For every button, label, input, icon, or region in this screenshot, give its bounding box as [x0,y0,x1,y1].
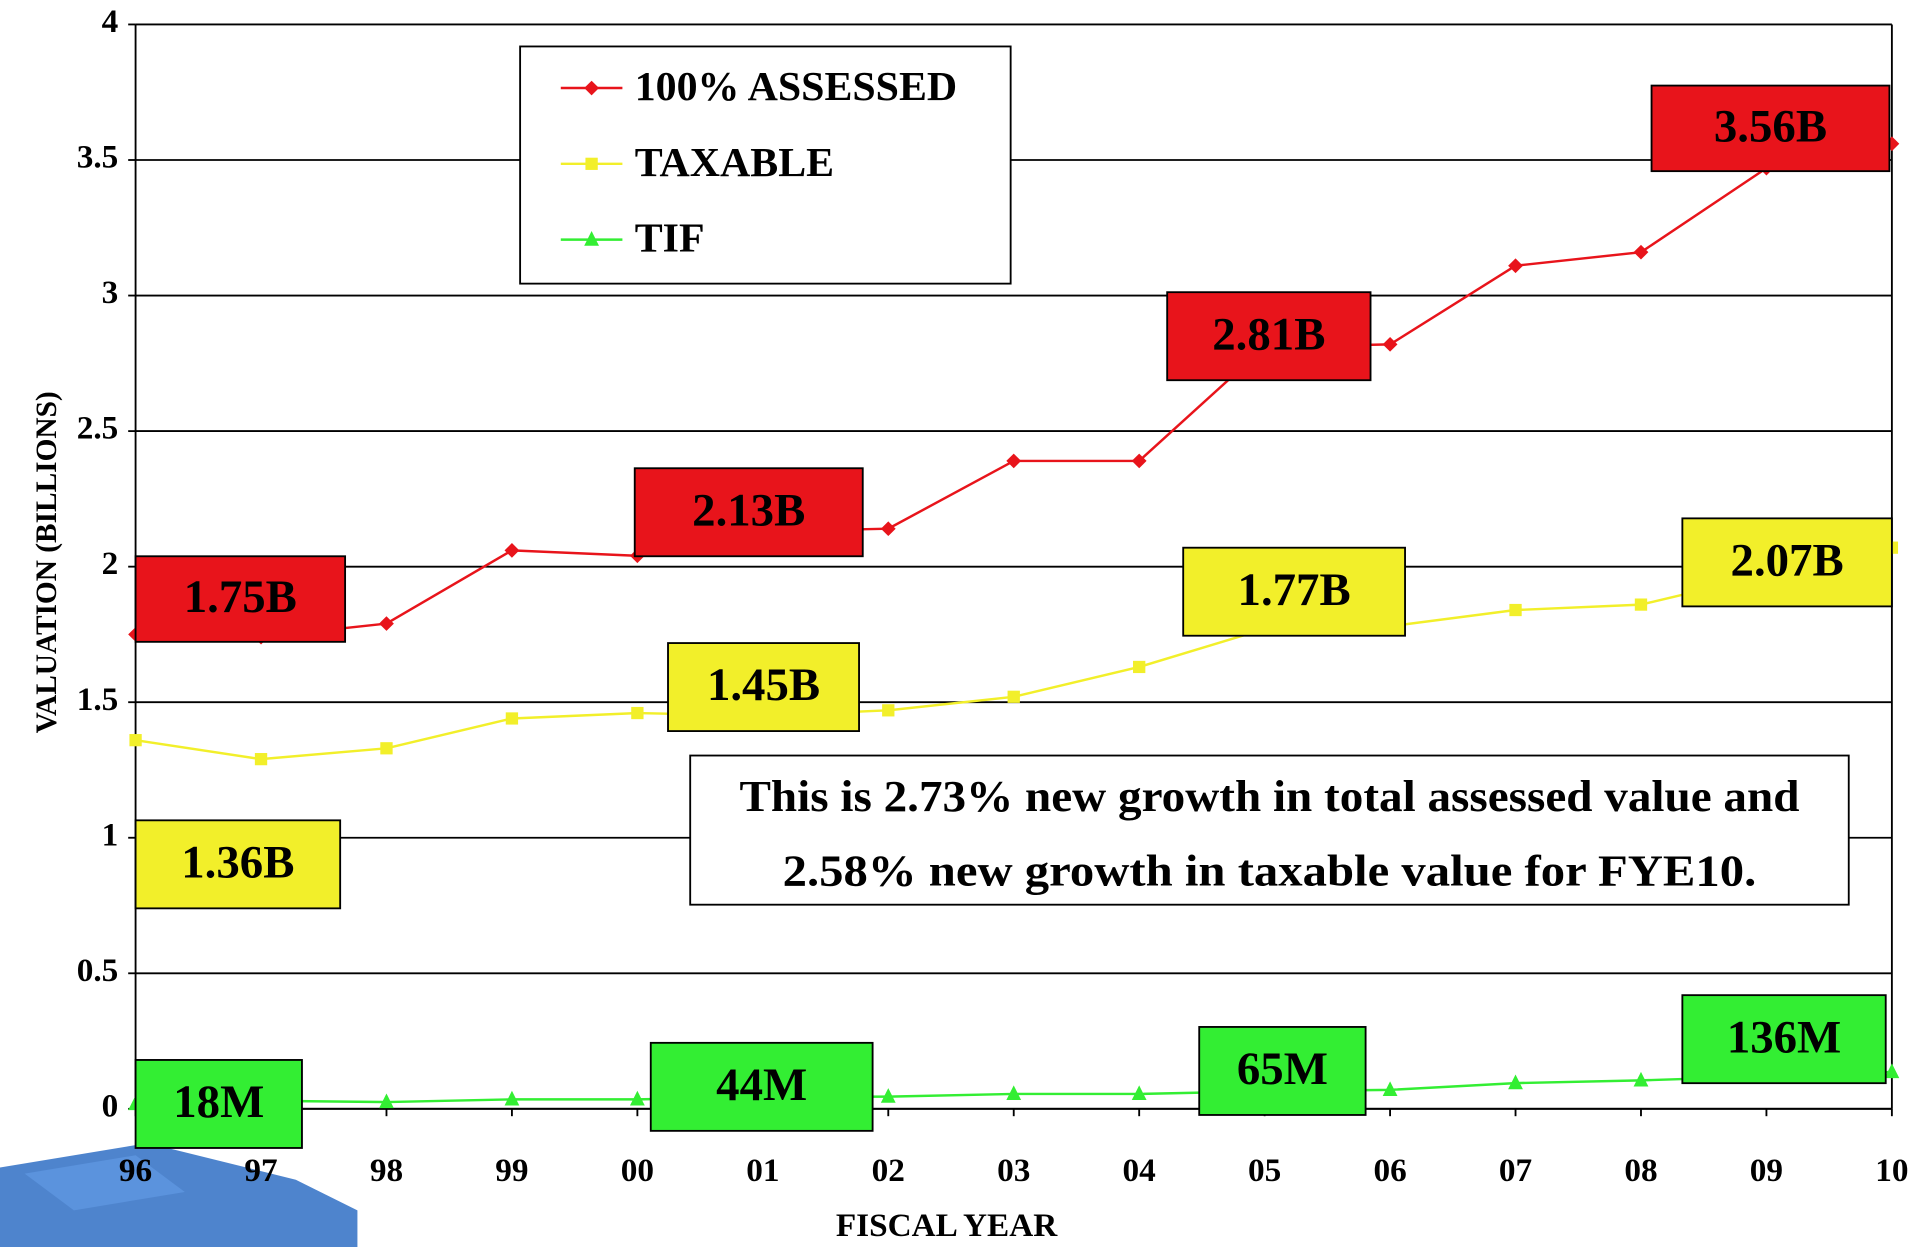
point [504,543,520,558]
point [254,753,268,766]
legend-marker [584,80,599,96]
x-tick-label: 00 [621,1152,654,1189]
data-label: 65M [1237,1043,1328,1095]
data-label-box [134,1059,303,1149]
x-tick-label: 98 [370,1152,403,1189]
x-tick-label: 97 [244,1152,277,1189]
legend-marker [585,157,598,170]
point [1508,258,1523,274]
point [505,712,519,725]
y-tick-label: 1.5 [77,681,119,718]
x-tick-label: 08 [1624,1152,1657,1189]
point [379,1093,394,1109]
data-label-box [1166,291,1372,382]
x-tick-label: 04 [1123,1152,1156,1189]
data-label-box [134,819,342,910]
data-label: 1.45B [707,659,820,711]
data-label-box [1198,1026,1367,1116]
data-label-box [134,555,347,643]
data-label: 44M [716,1059,807,1111]
legend-marker [584,231,599,246]
y-tick-label: 3 [102,274,119,311]
y-tick-label: 0 [102,1088,119,1125]
point [1508,1074,1523,1090]
annotation: This is 2.73% new growth in total assess… [739,772,1799,821]
point [1007,690,1020,703]
y-tick-label: 2 [102,545,119,582]
x-tick-label: 06 [1373,1152,1406,1189]
y-tick-label: 4 [102,3,119,40]
data-label: 1.77B [1238,564,1351,616]
point [1509,603,1522,617]
point [129,734,142,747]
data-label-box [633,467,864,558]
legend-label: 100% ASSESSED [635,64,957,110]
data-label: 1.36B [181,837,294,889]
data-label: 18M [173,1076,264,1128]
data-label-box [1681,994,1887,1085]
data-label-box [1650,84,1891,173]
data-label-box [649,1041,874,1132]
data-label: 2.81B [1212,308,1325,360]
x-tick-label: 05 [1248,1152,1281,1189]
point [1006,1085,1022,1101]
x-axis-label: FISCAL YEAR [836,1207,1059,1244]
data-label-box [667,642,860,733]
y-tick-label: 3.5 [77,139,119,176]
data-label: 1.75B [184,571,297,623]
x-tick-label: 10 [1875,1152,1908,1189]
series-line [135,142,1893,639]
point [1633,1071,1649,1087]
data-label: 2.07B [1731,535,1844,587]
x-tick-label: 03 [997,1152,1030,1189]
x-tick-label: 02 [872,1152,905,1189]
legend-label: TAXABLE [635,140,834,186]
annotation: 2.58% new growth in taxable value for FY… [783,847,1757,896]
point [631,706,644,720]
point [880,1088,896,1103]
data-label: 2.13B [692,485,805,537]
data-label-box [1182,546,1406,637]
point [1382,337,1398,352]
x-tick-label: 99 [495,1152,528,1189]
point [1131,1085,1147,1101]
point [882,704,895,717]
legend-label: TIF [635,216,705,262]
data-label: 3.56B [1714,101,1827,153]
point [504,1090,520,1106]
point [1633,244,1649,260]
y-axis-label: VALUATION (BILLIONS) [31,391,63,733]
annotation-box [689,754,1850,906]
x-tick-label: 09 [1750,1152,1783,1189]
point [1133,660,1146,674]
data-label: 136M [1727,1011,1841,1063]
point [1006,453,1022,469]
x-tick-label: 07 [1499,1152,1532,1189]
point [1382,1081,1398,1096]
point [380,742,393,755]
series-line [135,546,1893,761]
y-tick-label: 0.5 [77,952,119,989]
data-label-box [1681,517,1893,608]
point [1884,1063,1900,1079]
x-tick-label: 96 [119,1152,152,1189]
point [629,1090,645,1106]
y-tick-label: 2.5 [77,410,119,447]
point [880,521,896,537]
decoration [24,1155,185,1211]
y-tick-label: 1 [102,816,119,853]
x-tick-label: 01 [746,1152,779,1189]
point [379,616,394,631]
point [1634,598,1648,611]
